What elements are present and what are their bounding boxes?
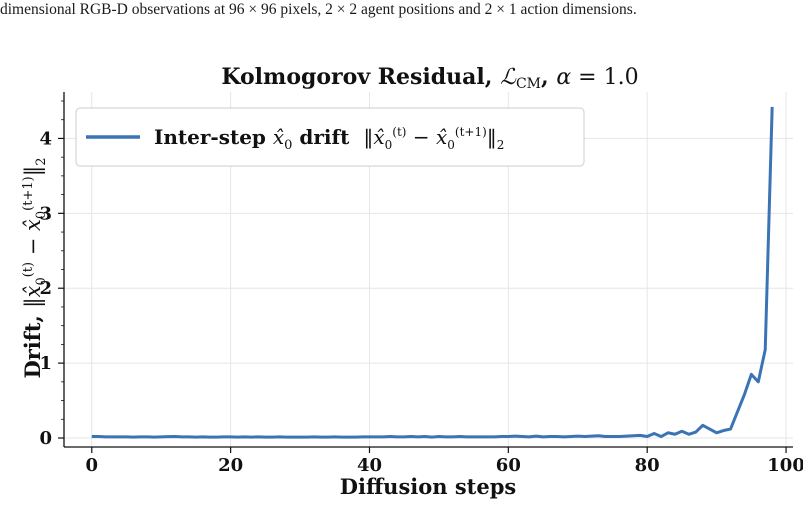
x-axis-title: Diffusion steps <box>340 474 516 499</box>
y-tick-label: 0 <box>39 428 52 449</box>
y-ticks: 0 1 2 3 4 <box>39 100 64 449</box>
x-tick-label: 60 <box>496 455 521 476</box>
y-tick-label: 3 <box>39 203 52 224</box>
x-tick-label: 0 <box>86 455 99 476</box>
y-axis-title: Drift, ‖x̂0(t) − x̂0(t+1)‖2 <box>20 158 49 379</box>
y-tick-label: 4 <box>39 128 52 149</box>
y-tick-label: 1 <box>39 353 52 374</box>
chart-legend: Inter-step x̂0 drift ‖x̂0(t) − x̂0(t+1)‖2 <box>75 107 585 167</box>
chart-title: Kolmogorov Residual, ℒCM, α = 1.0 <box>221 64 638 92</box>
x-ticks: 0 20 40 60 80 100 <box>86 447 803 476</box>
x-tick-label: 100 <box>767 455 803 476</box>
legend-label: Inter-step x̂0 drift ‖x̂0(t) − x̂0(t+1)‖2 <box>154 125 504 153</box>
figure-caption: dimensional RGB-D observations at 96 × 9… <box>0 1 637 18</box>
series-drift-line <box>91 106 774 439</box>
chart-grid <box>64 92 793 447</box>
x-tick-label: 80 <box>635 455 660 476</box>
x-tick-label: 20 <box>218 455 243 476</box>
y-tick-label: 2 <box>39 278 52 299</box>
x-tick-label: 40 <box>357 455 382 476</box>
